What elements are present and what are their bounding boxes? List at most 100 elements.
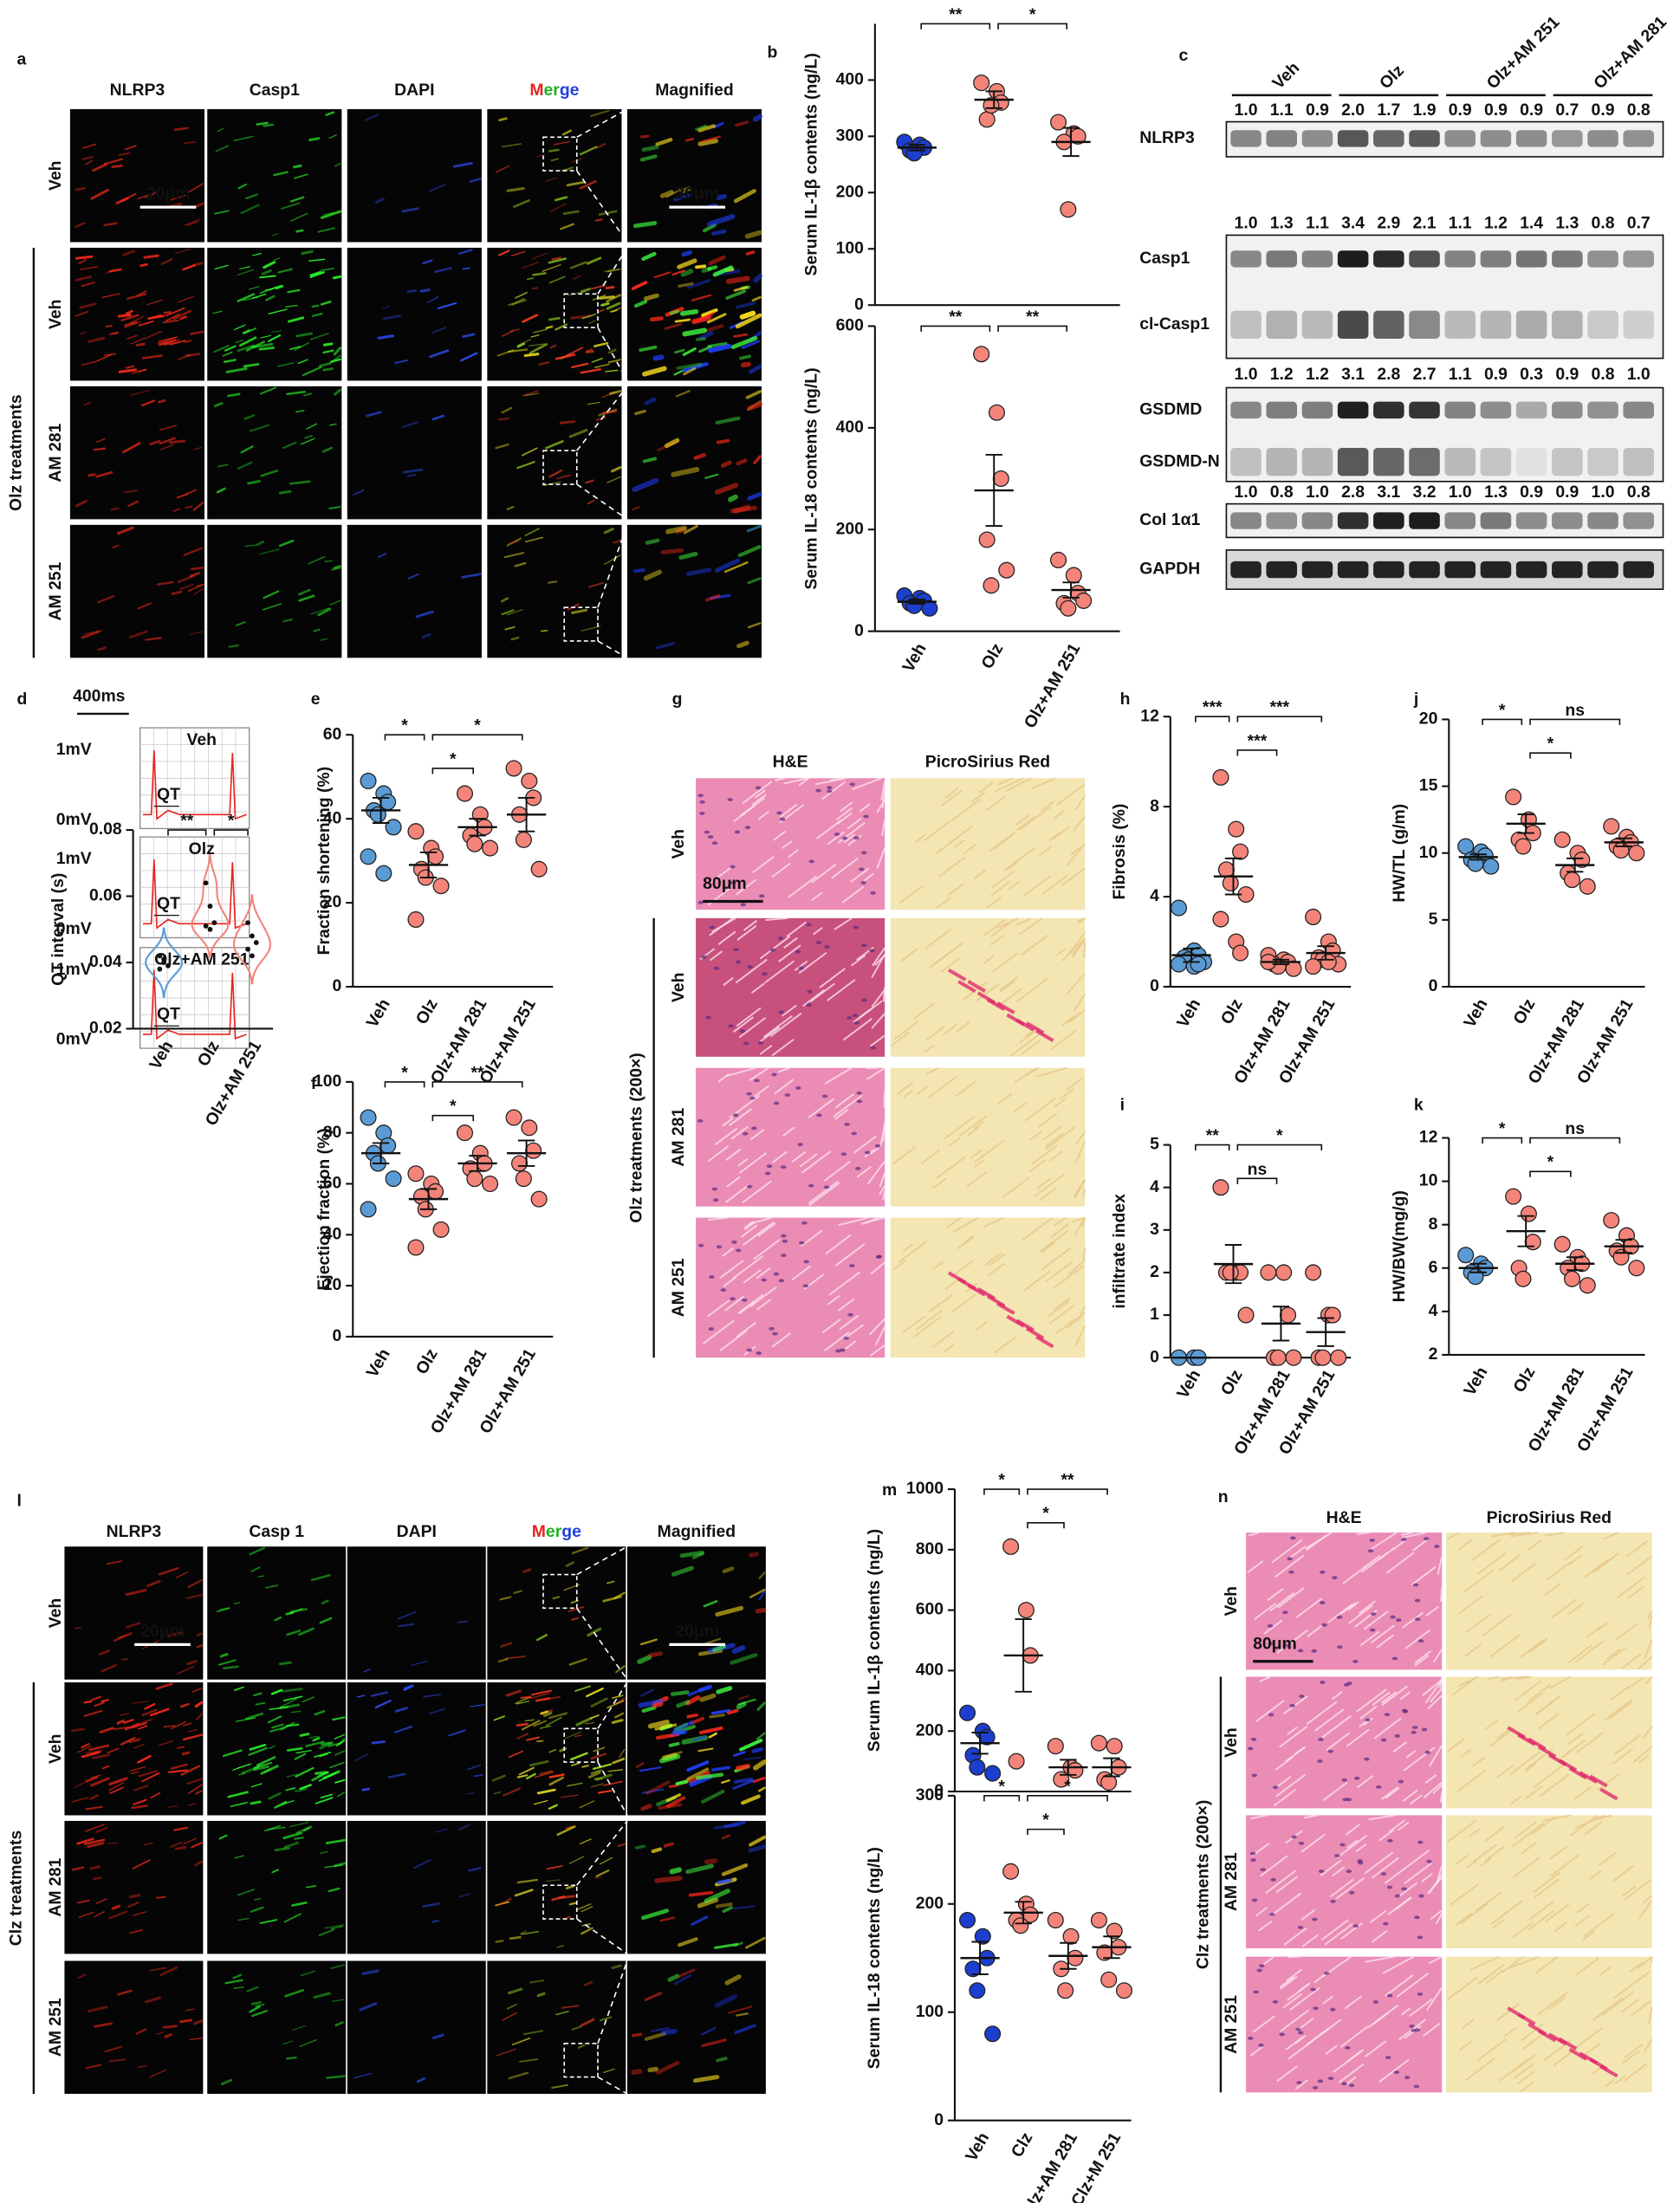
signal-streak [683, 366, 697, 376]
fiber [1044, 1125, 1076, 1150]
fiber [726, 1176, 741, 1188]
signal-streak [106, 1560, 123, 1565]
quantification: 0.8 [1592, 365, 1615, 384]
fiber [811, 863, 837, 884]
signal-streak [510, 297, 525, 306]
signal-streak [531, 252, 548, 260]
signal-streak [155, 1895, 166, 1899]
signal-streak [322, 349, 334, 354]
signal-streak [457, 1620, 468, 1623]
fiber [1301, 1934, 1319, 1947]
nucleus [1258, 2043, 1264, 2047]
nucleus [747, 965, 753, 969]
fiber [1404, 1629, 1430, 1649]
signal-streak [692, 312, 715, 324]
signal-streak [461, 573, 482, 579]
signal-streak [529, 1759, 549, 1767]
fiber [771, 1332, 792, 1348]
fiber [870, 1261, 885, 1275]
band [1480, 560, 1512, 579]
micrograph [64, 1960, 204, 2094]
signal-streak [736, 640, 749, 649]
signal-streak [548, 275, 566, 284]
signal-streak [581, 313, 597, 320]
signal-streak [526, 277, 534, 281]
signal-streak [714, 1994, 737, 2008]
signal-streak [278, 1703, 301, 1710]
signal-streak [128, 1894, 141, 1899]
signal-streak [156, 580, 174, 586]
signal-streak [317, 607, 332, 617]
signal-streak [89, 1794, 100, 1800]
data-point [1554, 831, 1571, 848]
zoom-line [597, 1960, 628, 2044]
signal-streak [664, 1751, 683, 1759]
signal-streak [274, 1616, 282, 1622]
signal-streak [715, 1605, 744, 1617]
nucleus [841, 836, 848, 840]
band [1552, 401, 1583, 419]
fiber [1019, 806, 1052, 831]
signal-streak [328, 506, 341, 509]
fiber [1263, 1619, 1283, 1635]
data-point [1012, 1917, 1029, 1934]
fiber [1512, 1921, 1534, 1938]
fiber [986, 897, 1002, 909]
nucleus [1346, 1681, 1352, 1686]
signal-streak [253, 1692, 263, 1696]
nucleus [1323, 1971, 1330, 1975]
qt-label: QT [157, 894, 180, 913]
signal-streak [608, 1769, 623, 1772]
fiber [834, 917, 853, 930]
quantification: 1.2 [1484, 214, 1508, 233]
signal-streak [92, 163, 107, 172]
data-point [407, 910, 425, 929]
signal-streak [506, 609, 523, 616]
fiber [777, 1066, 790, 1073]
fiber [944, 1344, 955, 1353]
nucleus [1386, 1993, 1393, 1998]
signal-streak [588, 581, 605, 588]
fiber [1498, 1554, 1521, 1571]
fiber [1513, 1856, 1541, 1878]
fiber [991, 870, 1015, 889]
signal-streak [540, 1710, 549, 1715]
signal-streak [655, 642, 675, 650]
signal-streak [108, 1777, 128, 1786]
fiber [1259, 1675, 1271, 1682]
x-tick-label: Olz+AM 251 [1021, 640, 1085, 732]
fiber [1301, 1833, 1326, 1853]
signal-streak [286, 1773, 298, 1778]
signal-streak [295, 410, 305, 413]
signal-streak [397, 1610, 417, 1620]
signal-streak [150, 1707, 170, 1717]
nucleus [759, 894, 765, 898]
signal-streak [613, 1591, 626, 1600]
panel-letter: a [17, 50, 27, 69]
signal-streak [274, 1847, 290, 1852]
signal-streak [524, 536, 544, 543]
signal-streak [237, 183, 248, 190]
signal-streak [131, 369, 147, 374]
y-tick-label: 12 [1140, 706, 1159, 725]
signal-streak [523, 353, 540, 358]
fiber [737, 1293, 764, 1314]
signal-streak [701, 1789, 725, 1804]
signal-streak [715, 558, 741, 573]
micrograph-bg [347, 524, 482, 658]
fiber [837, 1298, 855, 1312]
fiber [1380, 1691, 1397, 1704]
signal-streak [673, 193, 691, 202]
band [1515, 310, 1547, 339]
band [1337, 130, 1369, 147]
signal-streak [132, 1911, 146, 1916]
y-tick-label: 60 [323, 1174, 342, 1193]
data-point [1603, 1212, 1620, 1229]
signal-streak [504, 625, 516, 631]
signal-streak [138, 368, 147, 373]
data-point [1017, 1602, 1035, 1619]
fiber [759, 936, 791, 960]
signal-streak [300, 1970, 316, 1977]
significance-label: * [998, 1777, 1005, 1796]
fiber [1036, 1066, 1067, 1078]
